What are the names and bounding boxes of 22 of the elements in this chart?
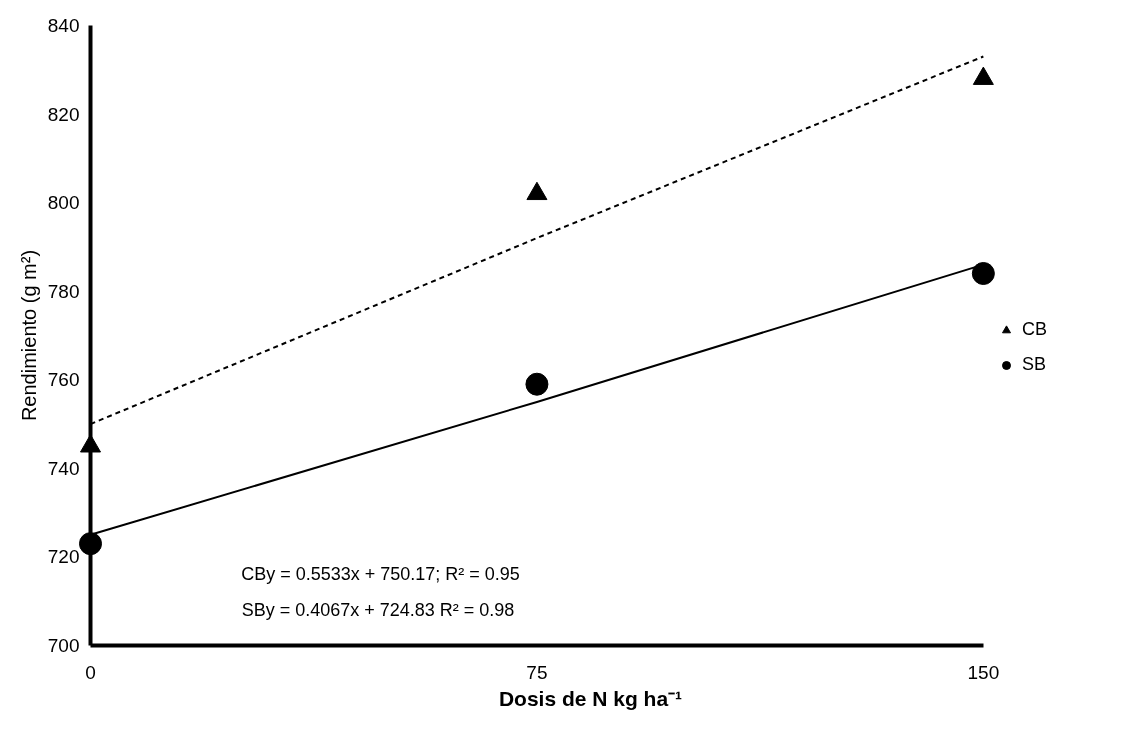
y-tick-label: 780	[47, 280, 80, 302]
x-tick-label: 75	[526, 661, 548, 683]
y-tick-label: 760	[47, 369, 80, 391]
x-tick-label: 0	[85, 661, 96, 683]
x-tick-label: 150	[967, 661, 1000, 683]
point	[971, 262, 995, 285]
annotation: SBy = 0.4067x + 724.83 R² = 0.98	[241, 599, 515, 620]
x-axis-title: Dosis de N kg ha⁻¹	[498, 686, 683, 710]
y-tick-label: 820	[47, 103, 80, 125]
y-tick-label: 800	[47, 192, 80, 214]
y-tick-label: 740	[47, 457, 80, 479]
legend-label: CB	[1022, 319, 1048, 340]
legend-label: SB	[1022, 354, 1047, 375]
y-tick-label: 840	[47, 15, 80, 36]
annotation: CBy = 0.5533x + 750.17; R² = 0.95	[241, 563, 520, 584]
point	[525, 372, 549, 396]
point	[79, 532, 102, 556]
point	[972, 66, 994, 85]
y-tick-label: 720	[47, 546, 80, 568]
y-axis-title: Rendimiento (g m²)	[17, 249, 40, 422]
y-tick-label: 700	[47, 635, 80, 656]
point	[526, 181, 548, 201]
